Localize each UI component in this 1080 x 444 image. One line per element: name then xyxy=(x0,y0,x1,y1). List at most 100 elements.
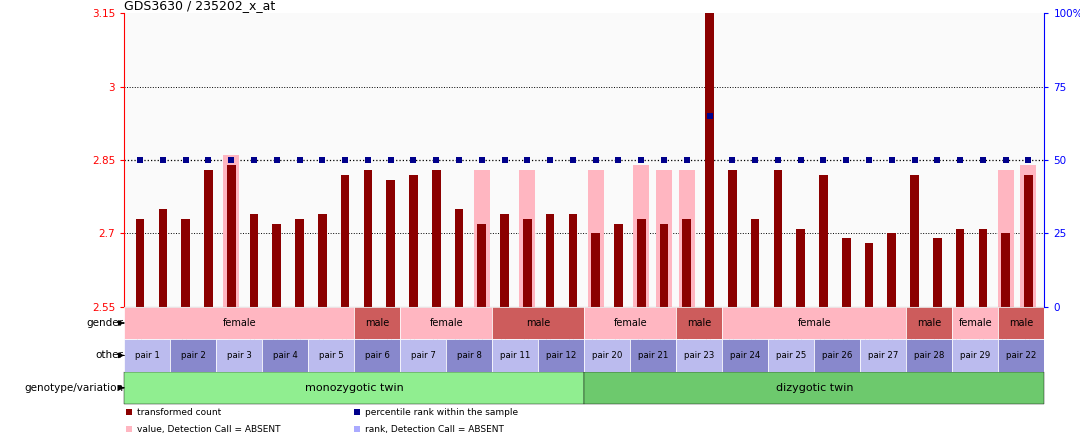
Bar xyxy=(768,339,814,372)
Bar xyxy=(633,165,649,307)
Bar xyxy=(523,219,531,307)
Text: percentile rank within the sample: percentile rank within the sample xyxy=(365,408,517,417)
Bar xyxy=(637,219,646,307)
Bar xyxy=(432,170,441,307)
Bar xyxy=(568,214,577,307)
Bar xyxy=(796,229,805,307)
Bar xyxy=(723,307,906,339)
Bar xyxy=(842,238,851,307)
Bar xyxy=(773,170,782,307)
Text: pair 27: pair 27 xyxy=(868,351,899,360)
Bar xyxy=(455,209,463,307)
Bar xyxy=(953,307,998,339)
Text: pair 25: pair 25 xyxy=(777,351,807,360)
Bar xyxy=(262,339,308,372)
Bar xyxy=(819,175,827,307)
Text: pair 5: pair 5 xyxy=(319,351,343,360)
Text: pair 1: pair 1 xyxy=(135,351,160,360)
Text: pair 7: pair 7 xyxy=(410,351,435,360)
Bar xyxy=(409,175,418,307)
Bar xyxy=(401,307,492,339)
Bar xyxy=(124,339,171,372)
Text: pair 2: pair 2 xyxy=(180,351,205,360)
Text: genotype/variation: genotype/variation xyxy=(24,383,123,393)
Text: pair 3: pair 3 xyxy=(227,351,252,360)
Text: monozygotic twin: monozygotic twin xyxy=(305,383,404,393)
Text: female: female xyxy=(797,318,832,328)
Bar xyxy=(124,372,584,404)
Text: female: female xyxy=(222,318,256,328)
Bar xyxy=(1001,234,1010,307)
Bar xyxy=(998,339,1044,372)
Bar xyxy=(216,339,262,372)
Bar xyxy=(354,307,401,339)
Text: female: female xyxy=(613,318,647,328)
Bar xyxy=(933,238,942,307)
Text: pair 21: pair 21 xyxy=(638,351,669,360)
Text: male: male xyxy=(526,318,551,328)
Bar xyxy=(500,214,509,307)
Bar xyxy=(387,180,395,307)
Bar xyxy=(592,234,600,307)
Bar xyxy=(341,175,350,307)
Bar xyxy=(474,170,489,307)
Bar xyxy=(1021,165,1037,307)
Text: GDS3630 / 235202_x_at: GDS3630 / 235202_x_at xyxy=(124,0,275,12)
Bar xyxy=(814,339,861,372)
Text: pair 28: pair 28 xyxy=(914,351,945,360)
Text: pair 22: pair 22 xyxy=(1007,351,1037,360)
Bar xyxy=(679,170,694,307)
Bar xyxy=(705,0,714,307)
Bar xyxy=(295,219,303,307)
Text: other: other xyxy=(95,350,123,361)
Bar xyxy=(751,219,759,307)
Bar xyxy=(354,339,401,372)
Bar xyxy=(159,209,167,307)
Bar xyxy=(728,170,737,307)
Bar xyxy=(861,339,906,372)
Bar xyxy=(978,229,987,307)
Text: transformed count: transformed count xyxy=(137,408,221,417)
Bar xyxy=(224,155,240,307)
Bar xyxy=(584,372,1044,404)
Text: pair 20: pair 20 xyxy=(592,351,622,360)
Text: pair 11: pair 11 xyxy=(500,351,530,360)
Bar xyxy=(492,307,584,339)
Bar xyxy=(124,307,354,339)
Bar xyxy=(181,219,190,307)
Bar xyxy=(519,170,536,307)
Bar xyxy=(956,229,964,307)
Bar xyxy=(660,224,669,307)
Text: gender: gender xyxy=(86,318,123,328)
Bar xyxy=(723,339,768,372)
Text: male: male xyxy=(1009,318,1034,328)
Text: pair 26: pair 26 xyxy=(822,351,852,360)
Text: rank, Detection Call = ABSENT: rank, Detection Call = ABSENT xyxy=(365,425,503,434)
Bar xyxy=(1024,175,1032,307)
Bar xyxy=(676,339,723,372)
Text: pair 29: pair 29 xyxy=(960,351,990,360)
Bar xyxy=(272,224,281,307)
Text: pair 24: pair 24 xyxy=(730,351,760,360)
Text: pair 12: pair 12 xyxy=(546,351,577,360)
Bar xyxy=(906,339,953,372)
Bar xyxy=(588,170,604,307)
Bar xyxy=(888,234,896,307)
Text: pair 6: pair 6 xyxy=(365,351,390,360)
Bar xyxy=(136,219,145,307)
Bar xyxy=(683,219,691,307)
Bar xyxy=(998,307,1044,339)
Text: male: male xyxy=(365,318,390,328)
Bar xyxy=(364,170,373,307)
Bar xyxy=(656,170,672,307)
Text: dizygotic twin: dizygotic twin xyxy=(775,383,853,393)
Text: pair 8: pair 8 xyxy=(457,351,482,360)
Bar xyxy=(401,339,446,372)
Bar xyxy=(318,214,326,307)
Text: value, Detection Call = ABSENT: value, Detection Call = ABSENT xyxy=(137,425,281,434)
Text: pair 23: pair 23 xyxy=(684,351,715,360)
Bar xyxy=(446,339,492,372)
Bar xyxy=(615,224,623,307)
Text: male: male xyxy=(917,318,942,328)
Bar xyxy=(308,339,354,372)
